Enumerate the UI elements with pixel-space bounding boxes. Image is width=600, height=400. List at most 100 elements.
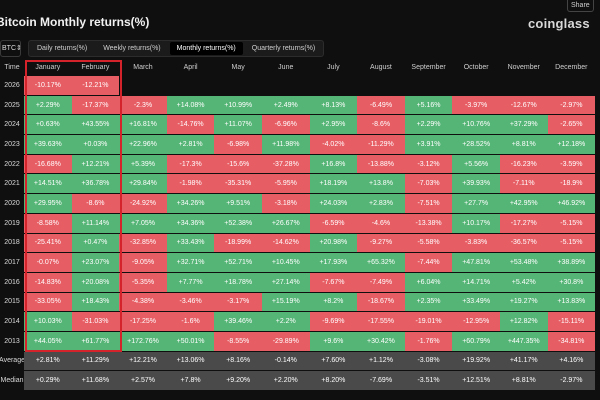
return-cell: -6.96% (261, 115, 310, 135)
table-row: 2025 +2.29% -17.37% -2.3% +14.08% +10.99% +2.4… (0, 95, 600, 116)
return-cell (166, 76, 215, 95)
table-row: 2019 -8.58% +11.14% +7.05% +34.36% +52.38% +26… (0, 213, 600, 234)
return-cell: -25.41% (24, 233, 72, 253)
return-cell: -9.05% (119, 253, 167, 272)
coinglass-logo[interactable]: coinglass (528, 16, 590, 31)
return-cell: +9.51% (214, 194, 262, 213)
return-cell: -7.51% (404, 194, 453, 213)
return-cell: +10.03% (24, 312, 72, 331)
table-row: 2021 +14.51% +36.78% +29.84% -1.98% -35.31% -5… (0, 174, 600, 195)
column-header[interactable]: May (214, 60, 262, 75)
row-year-label: 2025 (0, 95, 24, 115)
return-cell: +61.77% (71, 331, 120, 351)
return-cell: +2.81% (166, 135, 215, 154)
return-cell: +5.39% (119, 154, 167, 174)
return-cell: +2.29% (24, 95, 72, 115)
return-cell: +30.42% (357, 331, 405, 351)
return-cell: +17.93% (309, 253, 358, 272)
return-cell: +65.32% (357, 253, 405, 272)
return-cell: +2.83% (357, 194, 405, 213)
page-title: Bitcoin Monthly returns(%) (0, 15, 150, 29)
return-cell: -3.46% (166, 292, 215, 312)
return-cell: +2.2% (261, 312, 310, 331)
return-cell: +3.91% (404, 135, 453, 154)
table-row: 2020 +29.95% -8.6% -24.92% +34.26% +9.51% -3.1… (0, 194, 600, 214)
return-cell (547, 76, 596, 95)
tab-weekly-returns[interactable]: Weekly returns(%) (103, 45, 161, 52)
return-cell: +43.55% (71, 115, 120, 135)
column-header[interactable]: July (309, 60, 358, 75)
return-cell: +2.49% (261, 95, 310, 115)
return-cell: -8.6% (71, 194, 120, 213)
column-header[interactable]: October (452, 60, 500, 75)
returns-tab-bar: Daily returns(%) Weekly returns(%) Month… (28, 40, 325, 57)
column-header[interactable]: June (261, 60, 310, 75)
stat-cell: +11.68% (71, 371, 120, 390)
return-cell: +19.27% (499, 292, 548, 312)
return-cell: -5.35% (119, 272, 167, 292)
return-cell: -0.07% (24, 253, 72, 272)
return-cell: -2.65% (547, 115, 596, 135)
column-header[interactable]: February (71, 60, 120, 75)
row-year-label: 2013 (0, 331, 24, 351)
return-cell: +12.18% (547, 135, 596, 154)
return-cell: +15.19% (261, 292, 310, 312)
return-cell: -2.3% (119, 95, 167, 115)
return-cell: +5.16% (404, 95, 453, 115)
column-header[interactable]: April (166, 60, 215, 75)
return-cell: +44.05% (24, 331, 72, 351)
column-header[interactable]: March (119, 60, 167, 75)
return-cell: +11.07% (214, 115, 262, 135)
return-cell: -14.62% (261, 233, 310, 253)
table-row: 2016 -14.83% +20.08% -5.35% +7.77% +18.78% +27… (0, 272, 600, 293)
return-cell: +11.14% (71, 213, 120, 233)
stat-cell: -3.51% (404, 371, 453, 390)
stat-cell: +0.29% (24, 371, 72, 390)
return-cell: -3.17% (214, 292, 262, 312)
row-year-label: 2015 (0, 292, 24, 312)
column-header[interactable]: Time (0, 60, 24, 75)
return-cell: +47.81% (452, 253, 500, 272)
column-header[interactable]: September (404, 60, 453, 75)
stat-cell: +7.60% (309, 351, 358, 371)
return-cell: -13.38% (404, 213, 453, 233)
return-cell: -15.11% (547, 312, 596, 331)
tab-quarterly-returns[interactable]: Quarterly returns(%) (251, 45, 316, 52)
table-row: 2013 +44.05% +61.77% +172.76% +50.01% -8.55% -… (0, 331, 600, 352)
share-button[interactable]: Share (567, 0, 594, 12)
return-cell: -7.49% (357, 272, 405, 292)
table-row: 2015 -33.05% +18.43% -4.38% -3.46% -3.17% +15.… (0, 292, 600, 313)
return-cell: -7.67% (309, 272, 358, 292)
return-cell: -1.98% (166, 174, 215, 194)
table-row: 2017 -0.07% +23.07% -9.05% +32.71% +52.71% +10… (0, 253, 600, 273)
return-cell (119, 76, 167, 95)
column-header[interactable]: December (547, 60, 596, 75)
return-cell: +34.26% (166, 194, 215, 213)
tab-daily-returns[interactable]: Daily returns(%) (37, 45, 88, 52)
return-cell: +30.8% (547, 272, 596, 292)
return-cell: -3.12% (404, 154, 453, 174)
return-cell: +34.36% (166, 213, 215, 233)
coin-select[interactable]: BTC⇕ (0, 40, 22, 57)
return-cell: +29.95% (24, 194, 72, 213)
return-cell (309, 76, 358, 95)
return-cell: +14.08% (166, 95, 215, 115)
return-cell: -1.76% (404, 331, 453, 351)
row-year-label: 2020 (0, 194, 24, 213)
return-cell: -19.01% (404, 312, 453, 331)
column-header[interactable]: August (357, 60, 405, 75)
return-cell: +37.29% (499, 115, 548, 135)
stat-cell: +2.57% (119, 371, 167, 390)
return-cell: -8.6% (357, 115, 405, 135)
return-cell: -17.3% (166, 154, 215, 174)
tab-monthly-returns[interactable]: Monthly returns(%) (169, 42, 243, 55)
return-cell: -3.83% (452, 233, 500, 253)
stats-label: Average (0, 351, 25, 371)
column-header[interactable]: January (24, 60, 72, 75)
return-cell: -18.9% (547, 174, 596, 194)
stats-label: Median (0, 371, 24, 390)
return-cell: -5.15% (547, 233, 596, 253)
column-header[interactable]: November (499, 60, 548, 75)
stat-cell: -2.97% (547, 371, 596, 390)
stat-cell: +4.16% (547, 351, 596, 371)
